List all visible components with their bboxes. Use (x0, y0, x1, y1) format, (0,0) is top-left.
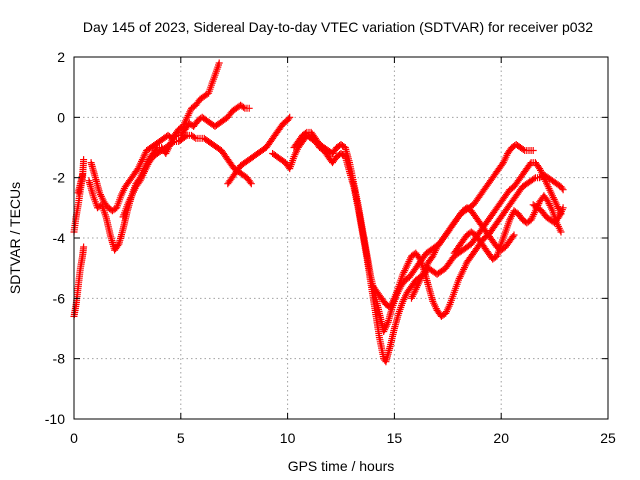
data-segment (269, 131, 565, 366)
axis-ticks (73, 56, 609, 420)
data-point-markers (369, 171, 567, 320)
data-segment (74, 171, 86, 197)
data-segment (224, 113, 294, 188)
x-tick-label: 20 (493, 430, 509, 446)
data-point-markers (408, 204, 518, 302)
data-point-markers (269, 131, 565, 366)
data-segment (529, 201, 567, 227)
data-point-markers (70, 243, 88, 320)
x-tick-label: 25 (600, 430, 616, 446)
y-tick-label: -2 (53, 170, 66, 186)
y-tick-labels: -10 -8 -6 -4 -2 0 2 (45, 49, 65, 427)
y-tick-label: -4 (53, 230, 66, 246)
x-tick-label: 5 (177, 430, 185, 446)
data-segment (408, 204, 518, 302)
x-axis-label: GPS time / hours (288, 458, 395, 474)
x-tick-labels: 0 5 10 15 20 25 (70, 430, 616, 446)
data-point-markers (224, 113, 294, 188)
y-axis-label: SDTVAR / TECUs (7, 182, 23, 294)
data-point-markers (450, 192, 565, 263)
data-point-markers (74, 171, 86, 197)
y-tick-label: -10 (45, 411, 65, 427)
chart-title: Day 145 of 2023, Sidereal Day-to-day VTE… (83, 19, 593, 35)
x-tick-label: 10 (280, 430, 296, 446)
y-tick-label: 0 (57, 109, 65, 125)
data-segment (87, 101, 253, 215)
x-tick-label: 0 (70, 430, 78, 446)
x-tick-label: 15 (387, 430, 403, 446)
y-tick-label: 2 (57, 49, 65, 65)
y-tick-label: -8 (53, 351, 66, 367)
data-segment (70, 243, 88, 320)
data-point-markers (87, 101, 253, 215)
data-point-markers (529, 201, 567, 227)
data-segment (450, 192, 565, 263)
data-series (70, 59, 567, 366)
y-tick-label: -6 (53, 290, 66, 306)
grid (74, 57, 608, 419)
data-segment (369, 171, 567, 320)
